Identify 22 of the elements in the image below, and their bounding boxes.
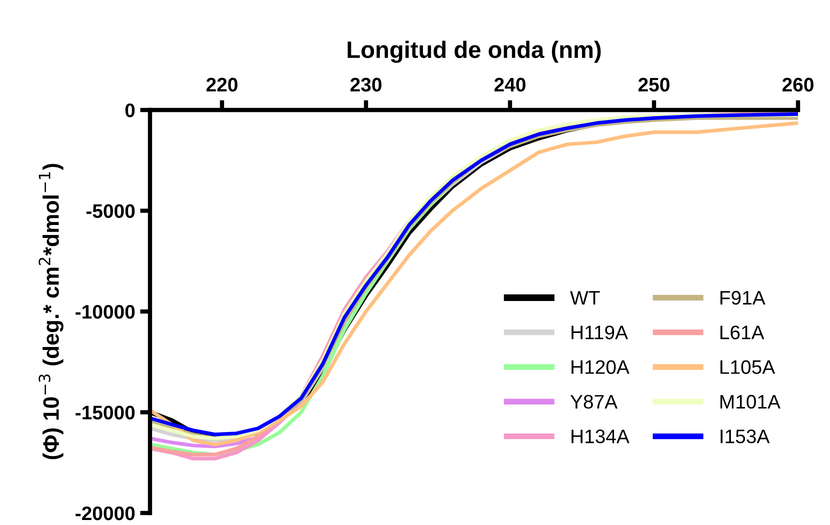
x-tick-label: 240 xyxy=(494,78,526,92)
legend-label: WT xyxy=(570,291,600,304)
x-tick-label: 220 xyxy=(206,78,238,92)
legend-label: L105A xyxy=(720,360,776,374)
y-tick-label: -20000 xyxy=(76,506,135,520)
legend-label: H134A xyxy=(572,430,630,444)
y-tick-label: -5000 xyxy=(86,204,135,218)
legend-label: L61A xyxy=(720,326,764,340)
x-tick-label: 230 xyxy=(350,78,382,92)
legend-label: H119A xyxy=(572,326,628,340)
legend-label: M101A xyxy=(720,394,780,409)
x-axis-title: Longitud de onda (nm) xyxy=(348,40,601,63)
y-tick-label: -15000 xyxy=(76,406,135,420)
legend-label: Y87A xyxy=(570,394,618,409)
y-tick-label: 0 xyxy=(125,103,135,118)
legend-label: F91A xyxy=(720,290,766,305)
x-tick-label: 260 xyxy=(782,78,814,92)
legend-label: H120A xyxy=(572,360,630,374)
y-tick-label: -10000 xyxy=(76,304,135,319)
y-axis-title: (Φ) 10$^{−3}$ (deg.* cm$^{2}$*dmol$^{−1}$) xyxy=(38,164,64,460)
x-tick-label: 250 xyxy=(638,78,670,92)
legend-label: I153A xyxy=(720,430,770,444)
